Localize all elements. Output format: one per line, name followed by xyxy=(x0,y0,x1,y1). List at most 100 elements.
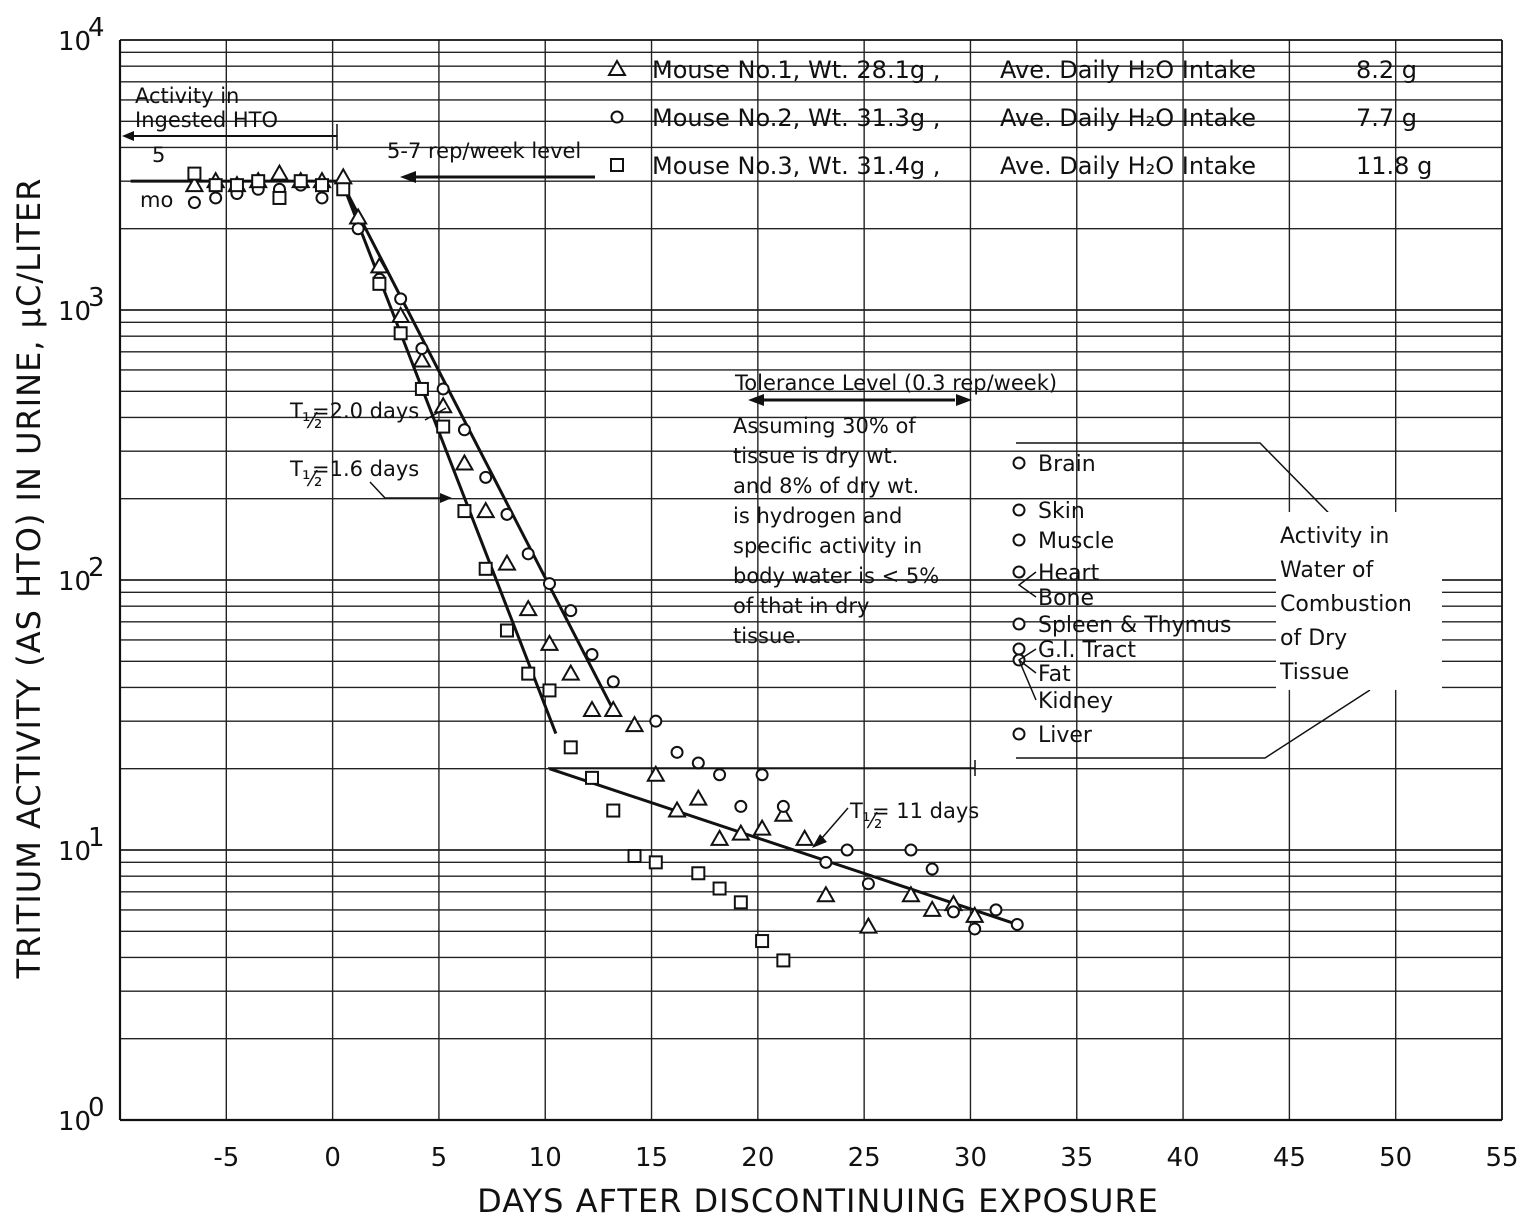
data-point xyxy=(433,396,453,414)
data-point xyxy=(315,191,329,205)
data-point xyxy=(585,647,599,661)
data-point xyxy=(691,866,706,881)
half-life-subscript: ½ xyxy=(862,809,882,833)
data-point xyxy=(670,745,684,759)
y-axis-title: TRITIUM ACTIVITY (AS HTO) IN URINE, μC/L… xyxy=(10,178,48,980)
data-point xyxy=(755,934,770,949)
data-point xyxy=(646,764,666,782)
data-point xyxy=(542,577,556,591)
tolerance-note-line: body water is < 5% xyxy=(733,564,939,588)
x-tick-label: 45 xyxy=(1273,1143,1306,1173)
ingested-label-line2: Ingested HTO xyxy=(135,108,278,132)
tissue-marker xyxy=(1012,727,1026,741)
tissue-label: Skin xyxy=(1038,499,1085,524)
combustion-label-bg xyxy=(1276,512,1442,690)
y-tick-exponent: 1 xyxy=(88,823,105,853)
data-point xyxy=(390,305,411,324)
x-tick-label: 40 xyxy=(1167,1143,1200,1173)
x-tick-label: 35 xyxy=(1060,1143,1093,1173)
combustion-label-line: Water of xyxy=(1280,558,1374,583)
data-point xyxy=(731,823,751,841)
x-tick-label: 20 xyxy=(741,1143,774,1173)
legend-marker xyxy=(610,110,624,124)
legend-amount: 7.7 g xyxy=(1356,104,1417,132)
data-point xyxy=(209,191,223,205)
data-point xyxy=(964,905,985,923)
plot-frame xyxy=(118,39,1503,1122)
data-point xyxy=(968,922,982,936)
tissue-marker xyxy=(1012,642,1026,656)
x-tick-label: 15 xyxy=(635,1143,668,1173)
combustion-label-line: Activity in xyxy=(1280,524,1389,549)
tolerance-note-line: specific activity in xyxy=(733,534,922,558)
data-point xyxy=(840,843,854,857)
x-tick-label: -5 xyxy=(213,1143,239,1173)
data-point xyxy=(712,881,727,896)
tolerance-note-line: tissue is dry wt. xyxy=(733,444,898,468)
tolerance-arrow-right xyxy=(956,394,972,406)
half-life-value: = 11 days xyxy=(872,799,979,823)
data-point xyxy=(394,292,408,306)
legend-intake: Ave. Daily H₂O Intake xyxy=(1000,152,1256,180)
duration-unit: mo xyxy=(140,188,173,212)
legend-label: Mouse No.2, xyxy=(652,104,800,132)
data-point xyxy=(606,675,620,689)
half-life-value: =1.6 days xyxy=(312,457,419,481)
data-point xyxy=(457,423,471,437)
tissue-marker xyxy=(1012,617,1026,631)
tissue-label: Spleen & Thymus xyxy=(1038,613,1231,638)
data-points xyxy=(184,163,1024,968)
half-life-pointer-2 xyxy=(369,481,440,499)
data-point xyxy=(497,553,517,571)
data-point xyxy=(667,800,687,818)
data-point xyxy=(415,342,429,356)
legend-weight: Wt. 28.1g , xyxy=(808,56,940,84)
tolerance-note-line: of that in dry xyxy=(733,594,869,618)
half-life-pointer-3 xyxy=(821,807,849,839)
tissue-label: Liver xyxy=(1038,723,1093,748)
duration-number: 5 xyxy=(152,143,165,167)
half-life-subscript: ½ xyxy=(302,409,322,433)
data-point xyxy=(187,196,201,210)
tolerance-title: Tolerance Level (0.3 rep/week) xyxy=(734,371,1057,395)
data-point xyxy=(369,256,390,274)
legend-amount: 11.8 g xyxy=(1356,152,1432,180)
x-tick-label: 0 xyxy=(324,1143,341,1173)
legend-weight: Wt. 31.3g , xyxy=(808,104,940,132)
y-tick-label: 10 xyxy=(58,297,91,327)
data-point xyxy=(351,222,365,236)
data-point xyxy=(922,899,942,917)
data-point xyxy=(734,799,748,813)
y-tick-exponent: 2 xyxy=(88,553,105,583)
data-point xyxy=(436,419,451,434)
legend-intake: Ave. Daily H₂O Intake xyxy=(1000,104,1256,132)
half-life-t: T xyxy=(849,799,863,823)
rep-level-arrow-head xyxy=(400,171,416,183)
legend-marker xyxy=(610,158,624,172)
data-point xyxy=(946,905,960,919)
data-point xyxy=(436,382,450,396)
data-point xyxy=(479,470,493,484)
legend-marker xyxy=(607,58,627,76)
data-point xyxy=(713,768,727,782)
data-point xyxy=(858,916,879,934)
legend-amount: 8.2 g xyxy=(1356,56,1417,84)
data-point xyxy=(733,895,748,910)
x-tick-label: 5 xyxy=(431,1143,448,1173)
half-life-t: T xyxy=(289,399,303,423)
rep-level-label: 5-7 rep/week level xyxy=(387,139,581,163)
fit-line xyxy=(549,767,1018,926)
combustion-label-line: Combustion xyxy=(1280,592,1412,617)
data-point xyxy=(794,828,815,846)
y-tick-label: 10 xyxy=(58,27,91,57)
data-point xyxy=(901,885,921,903)
x-axis-title: DAYS AFTER DISCONTINUING EXPOSURE xyxy=(477,1182,1159,1220)
data-point xyxy=(208,178,223,193)
data-point xyxy=(776,799,790,813)
data-point xyxy=(603,699,623,718)
data-point xyxy=(649,714,663,728)
data-point xyxy=(582,699,602,718)
data-point xyxy=(755,768,769,782)
